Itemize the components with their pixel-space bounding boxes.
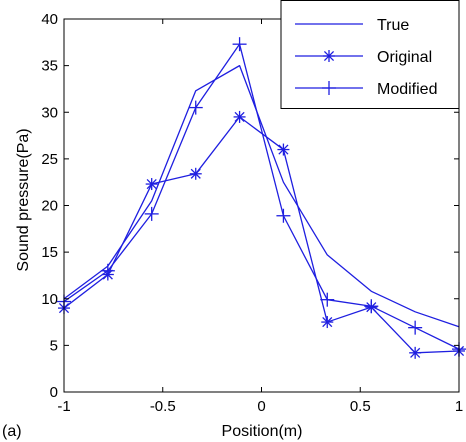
x-tick-label: 0.5 xyxy=(350,398,371,415)
y-tick-label: 20 xyxy=(41,198,58,215)
legend-marker-modified xyxy=(322,81,336,95)
legend-label-original: Original xyxy=(377,49,432,66)
y-tick-label: 10 xyxy=(41,291,58,308)
y-tick-label: 5 xyxy=(50,337,58,354)
legend-label-modified: Modified xyxy=(377,81,437,98)
data-point-original xyxy=(189,167,202,180)
legend: True Original Modified xyxy=(280,0,460,109)
data-point-original xyxy=(233,110,246,123)
legend-marker-original xyxy=(323,50,335,62)
y-tick-label: 40 xyxy=(41,11,58,28)
data-point-original xyxy=(145,178,158,191)
series-line-true xyxy=(63,64,460,328)
data-point-modified xyxy=(144,206,159,221)
x-tick-label: -1 xyxy=(57,398,70,415)
x-tick-label: -0.5 xyxy=(150,398,176,415)
data-point-original xyxy=(277,143,290,156)
y-tick-label: 30 xyxy=(41,104,58,121)
data-point-modified xyxy=(232,37,247,52)
panel-label: (a) xyxy=(2,423,22,440)
y-tick-label: 15 xyxy=(41,244,58,261)
data-point-modified xyxy=(188,100,203,115)
legend-item-original: Original xyxy=(295,49,432,66)
x-tick-label: 0 xyxy=(257,398,265,415)
data-point-modified xyxy=(364,299,379,314)
data-point-original xyxy=(409,346,422,359)
y-tick-label: 25 xyxy=(41,151,58,168)
data-point-modified xyxy=(408,320,423,335)
series-line-original xyxy=(63,116,460,354)
y-tick-label: 35 xyxy=(41,58,58,75)
x-tick-label: 1 xyxy=(455,398,463,415)
data-point-original xyxy=(321,316,334,329)
x-axis-label: Position(m) xyxy=(222,423,303,440)
data-point-modified xyxy=(100,263,115,278)
legend-box xyxy=(280,0,460,109)
data-point-modified xyxy=(276,208,291,223)
data-point-modified xyxy=(320,292,335,307)
series-line-modified xyxy=(63,43,460,350)
legend-label-true: True xyxy=(377,17,409,34)
y-tick-label: 0 xyxy=(50,384,58,401)
legend-item-modified: Modified xyxy=(295,81,437,98)
y-axis-label: Sound pressure(Pa) xyxy=(15,128,32,271)
legend-item-true: True xyxy=(295,17,409,34)
